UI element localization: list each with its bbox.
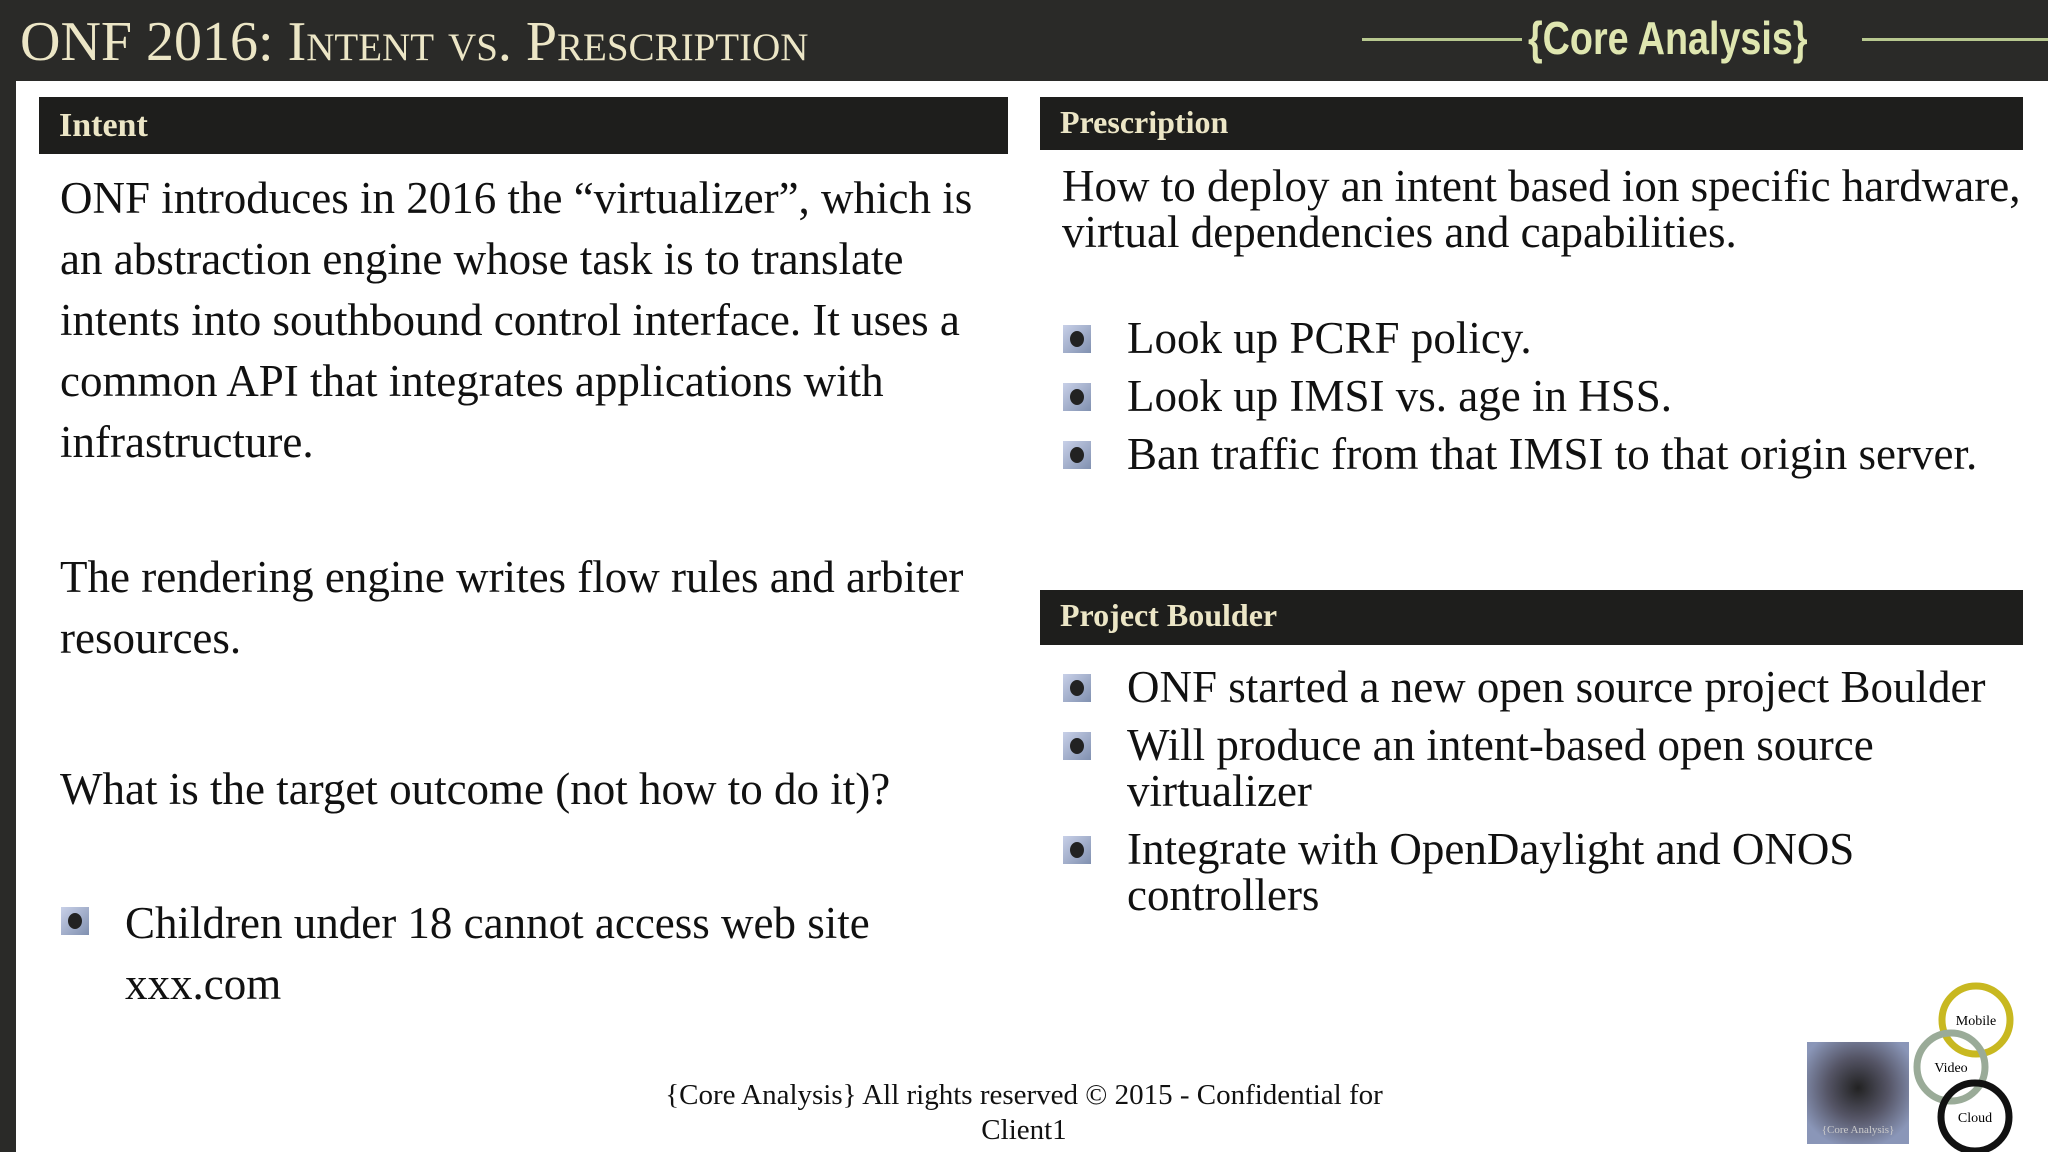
bullet-item: Look up IMSI vs. age in HSS.	[1063, 373, 1993, 419]
bullet-text: Ban traffic from that IMSI to that origi…	[1127, 429, 1978, 479]
intent-heading: Intent	[39, 97, 1008, 154]
logo-label: Mobile	[1956, 1014, 1996, 1029]
bullet-item: Integrate with OpenDaylight and ONOS con…	[1063, 826, 1993, 918]
bullet-item: Look up PCRF policy.	[1063, 315, 1993, 361]
bullet-icon	[1063, 836, 1091, 864]
logo-ring	[1938, 982, 2014, 1058]
bullet-text: Look up PCRF policy.	[1127, 313, 1532, 363]
bullet-text: Integrate with OpenDaylight and ONOS con…	[1127, 824, 1855, 920]
brand-rule	[1862, 38, 2048, 41]
bullet-item: Will produce an intent-based open source…	[1063, 722, 1993, 814]
intent-paragraph: The rendering engine writes flow rules a…	[60, 552, 964, 663]
bullet-icon	[1063, 732, 1091, 760]
bullet-item: ONF started a new open source project Bo…	[1063, 664, 1993, 710]
bullet-icon	[1063, 325, 1091, 353]
footer: {Core Analysis} All rights reserved © 20…	[524, 1078, 1524, 1148]
bullet-item: Ban traffic from that IMSI to that origi…	[1063, 431, 1993, 477]
logo-ring	[1937, 1079, 2013, 1152]
footer-line: Client1	[981, 1114, 1067, 1146]
boulder-heading: Project Boulder	[1040, 590, 2023, 645]
prescription-intro: How to deploy an intent based ion specif…	[1062, 161, 2021, 257]
boulder-bullets: ONF started a new open source project Bo…	[1063, 664, 1993, 930]
footer-line: {Core Analysis} All rights reserved © 20…	[665, 1079, 1383, 1111]
logo-ring	[1913, 1029, 1989, 1105]
logo: Mobile Video Cloud {Core Analysis}	[1807, 982, 2014, 1152]
bullet-text: ONF started a new open source project Bo…	[1127, 662, 1986, 712]
bullet-icon	[1063, 441, 1091, 469]
bullet-text: Look up IMSI vs. age in HSS.	[1127, 371, 1673, 421]
bullet-icon	[1063, 674, 1091, 702]
intent-question: What is the target outcome (not how to d…	[60, 764, 891, 814]
prescription-bullets: Look up PCRF policy. Look up IMSI vs. age…	[1063, 315, 1993, 489]
logo-caption: {Core Analysis}	[1822, 1124, 1895, 1136]
brand: {Core Analysis}	[1528, 12, 1808, 64]
prescription-heading: Prescription	[1040, 97, 2023, 150]
logo-label: Cloud	[1958, 1111, 1992, 1126]
logo-label: Video	[1934, 1061, 1967, 1076]
intent-bullets: Children under 18 cannot access web site…	[61, 893, 981, 1015]
intent-paragraph: ONF introduces in 2016 the “virtualizer”…	[60, 173, 973, 467]
bullet-item: Children under 18 cannot access web site…	[61, 893, 981, 1015]
bullet-icon	[61, 907, 89, 935]
brand-rule	[1362, 38, 1522, 41]
bullet-text: Will produce an intent-based open source…	[1127, 720, 1874, 816]
bullet-text: Children under 18 cannot access web site…	[125, 898, 870, 1009]
bullet-icon	[1063, 383, 1091, 411]
logo-image	[1807, 1042, 1909, 1144]
slide-title: ONF 2016: Intent vs. Prescription	[20, 11, 809, 73]
